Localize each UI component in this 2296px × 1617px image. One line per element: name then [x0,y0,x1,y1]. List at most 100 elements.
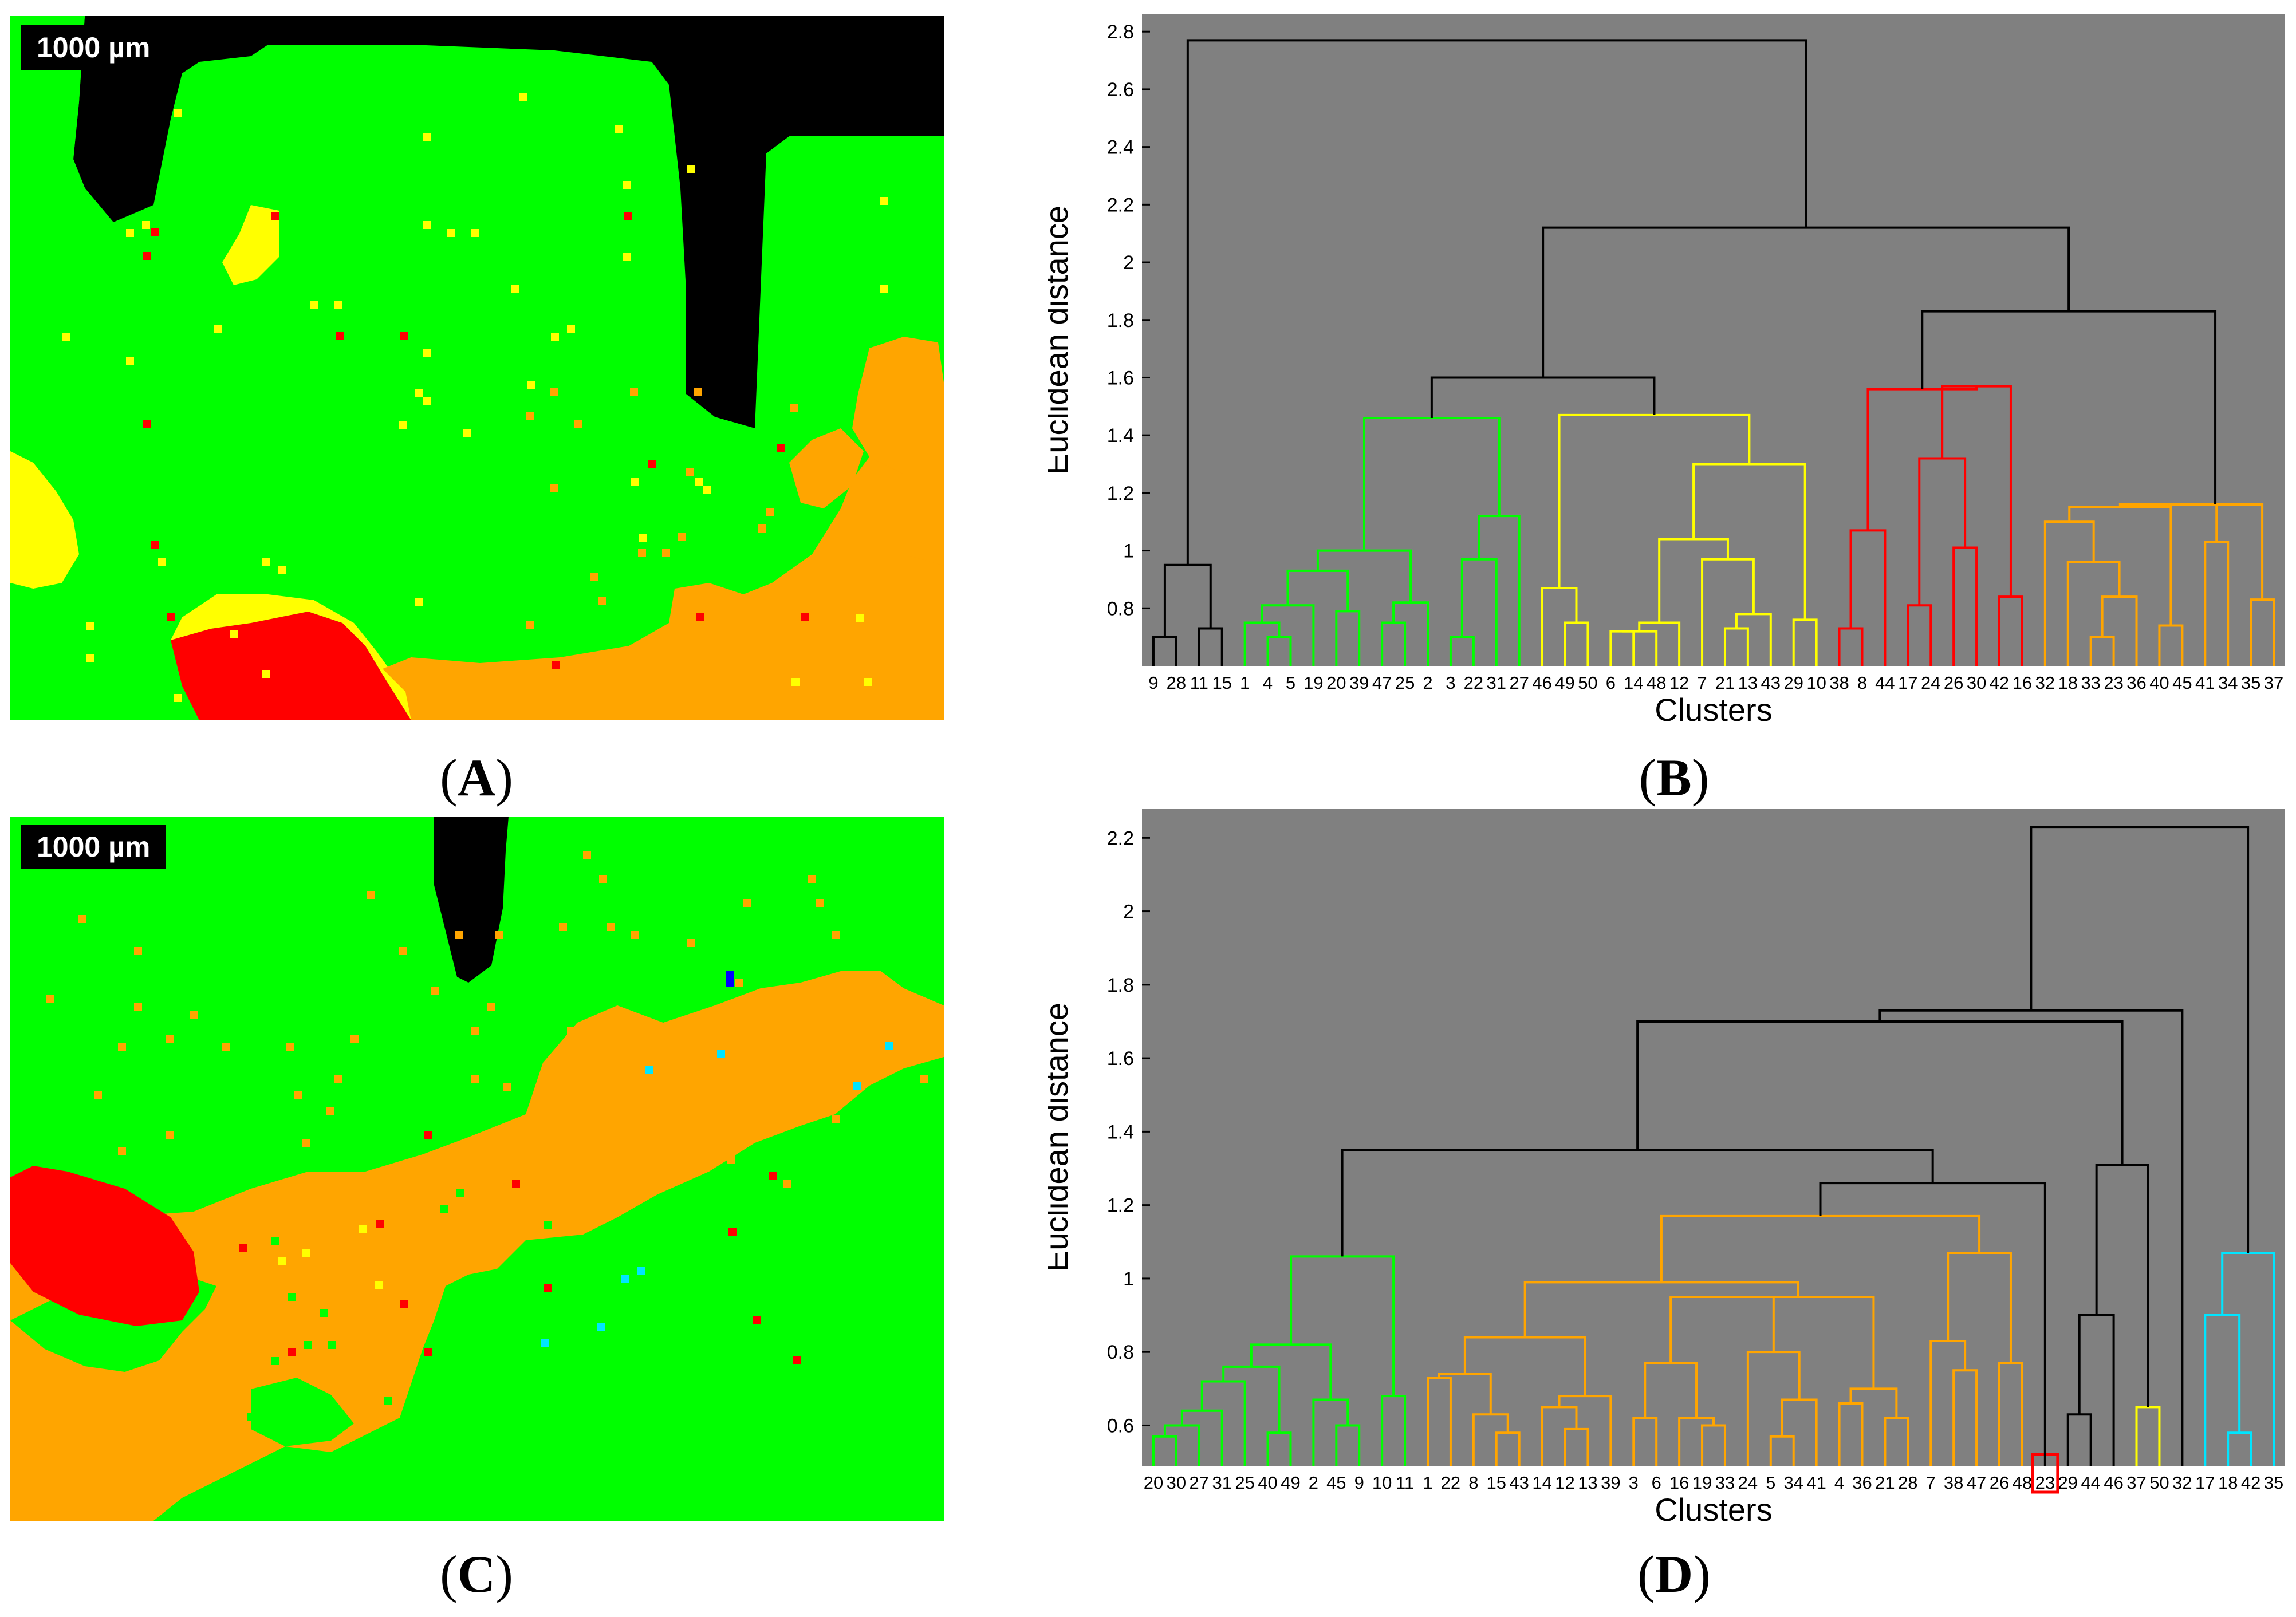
leaf-label: 34 [2218,673,2238,693]
speck-red [271,212,279,220]
leaf-label: 12 [1555,1473,1574,1493]
leaf-label: 40 [1258,1473,1277,1493]
y-tick-label: 1.2 [1107,1195,1134,1217]
speck-orange [598,597,606,605]
speck-yellow [375,1281,383,1289]
region-green-lower-left [251,1378,354,1446]
speck-green [496,1309,504,1317]
speck-orange [808,875,816,883]
speck-red [544,1284,552,1292]
dendrogram-link [1427,1377,1452,1466]
speck-green [520,1357,528,1365]
leaf-label: 28 [1167,673,1186,693]
speck-yellow [880,197,888,205]
speck-red [753,1316,761,1324]
speck-orange [574,420,582,428]
speck-orange [471,1075,479,1083]
speck-green [624,1253,632,1261]
y-tick-label: 1.4 [1107,425,1134,447]
leaf-label: 46 [1532,673,1551,693]
speck-orange [495,931,503,939]
speck-green [296,1485,304,1493]
leaf-label: 30 [1167,1473,1186,1493]
leaf-label: 13 [1738,673,1758,693]
leaf-label: 7 [1697,673,1707,693]
y-tick-label: 1.6 [1107,367,1134,389]
speck-orange [334,1075,342,1083]
speck-yellow [359,1225,367,1233]
leaf-label: 12 [1669,673,1689,693]
speck-red [777,444,785,452]
speck-orange [806,565,814,573]
leaf-label: 45 [1326,1473,1346,1493]
y-axis-label: Euclidean distance [1048,1003,1074,1272]
leaf-label: 28 [1898,1473,1917,1493]
leaf-label: 50 [1578,673,1597,693]
leaf-label: 44 [1875,673,1895,693]
dendrogram-link [2030,826,2250,1253]
speck-yellow [631,478,639,486]
y-tick-label: 1.8 [1107,310,1134,332]
region-orange-band [10,971,944,1521]
y-tick-label: 0.6 [1107,1415,1134,1437]
speck-green [632,1493,640,1501]
speck-yellow [615,125,623,133]
speck-red [151,228,159,236]
speck-orange [302,1139,310,1147]
speck-orange [118,1147,126,1155]
leaf-label: 29 [1783,673,1803,693]
leaf-label: 17 [2195,1473,2215,1493]
cluster-map-a [10,16,944,720]
speck-yellow [639,534,647,542]
dendrogram-link [2204,541,2230,666]
leaf-label: 36 [2126,673,2146,693]
dendrogram-link [1186,39,1807,565]
leaf-label: 42 [2241,1473,2260,1493]
leaf-label: 44 [2081,1473,2100,1493]
mapA-svg [10,16,944,720]
speck-orange [766,508,774,516]
speck-orange [166,1131,174,1139]
leaf-label: 49 [1555,673,1574,693]
speck-green [777,1197,785,1205]
speck-orange [190,1011,198,1019]
dendrogram-link [1564,621,1589,666]
speck-orange [583,851,591,859]
speck-red [648,460,656,468]
y-tick-label: 2.4 [1107,137,1134,159]
speck-cyan [621,1275,629,1283]
leaf-label: 41 [1806,1473,1826,1493]
speck-green [712,1261,720,1269]
dendrogram-link [1266,1431,1292,1466]
speck-yellow [447,229,455,237]
leaf-label: 8 [1857,673,1867,693]
speck-orange [630,677,638,685]
leaf-label: 33 [2081,673,2100,693]
leaf-label: 19 [1692,1473,1712,1493]
region-black [73,16,944,428]
dendrogram-link [1286,569,1349,612]
dendrogram-link [1312,1398,1349,1466]
leaf-label: 26 [1944,673,1963,693]
dendrogram-link [1723,627,1749,666]
speck-yellow [687,165,695,173]
speck-orange [607,923,615,931]
speck-cyan [853,1082,861,1090]
dendrogram-b: 0.8 1 1.2 1.4 1.6 1.8 2 2.2 2.4 2.6 2.8 9 28 11 15 1 4 5 1… [1048,0,2296,744]
leaf-label: 32 [2035,673,2055,693]
speck-blue [726,971,734,987]
leaf-label: 14 [1532,1473,1551,1493]
speck-orange [550,388,558,396]
leaf-label: 35 [2241,673,2260,693]
leaf-label: 26 [1990,1473,2009,1493]
speck-red [696,613,704,621]
leaf-label: 2 [1423,673,1432,693]
speck-orange [471,1027,479,1035]
speck-red [376,1220,384,1228]
leaf-label: 41 [2195,673,2215,693]
speck-yellow [126,357,134,365]
speck-yellow [463,429,471,437]
dendrogram-link [1678,1417,1715,1466]
speck-orange [630,388,638,396]
leaf-label: 37 [2264,673,2283,693]
